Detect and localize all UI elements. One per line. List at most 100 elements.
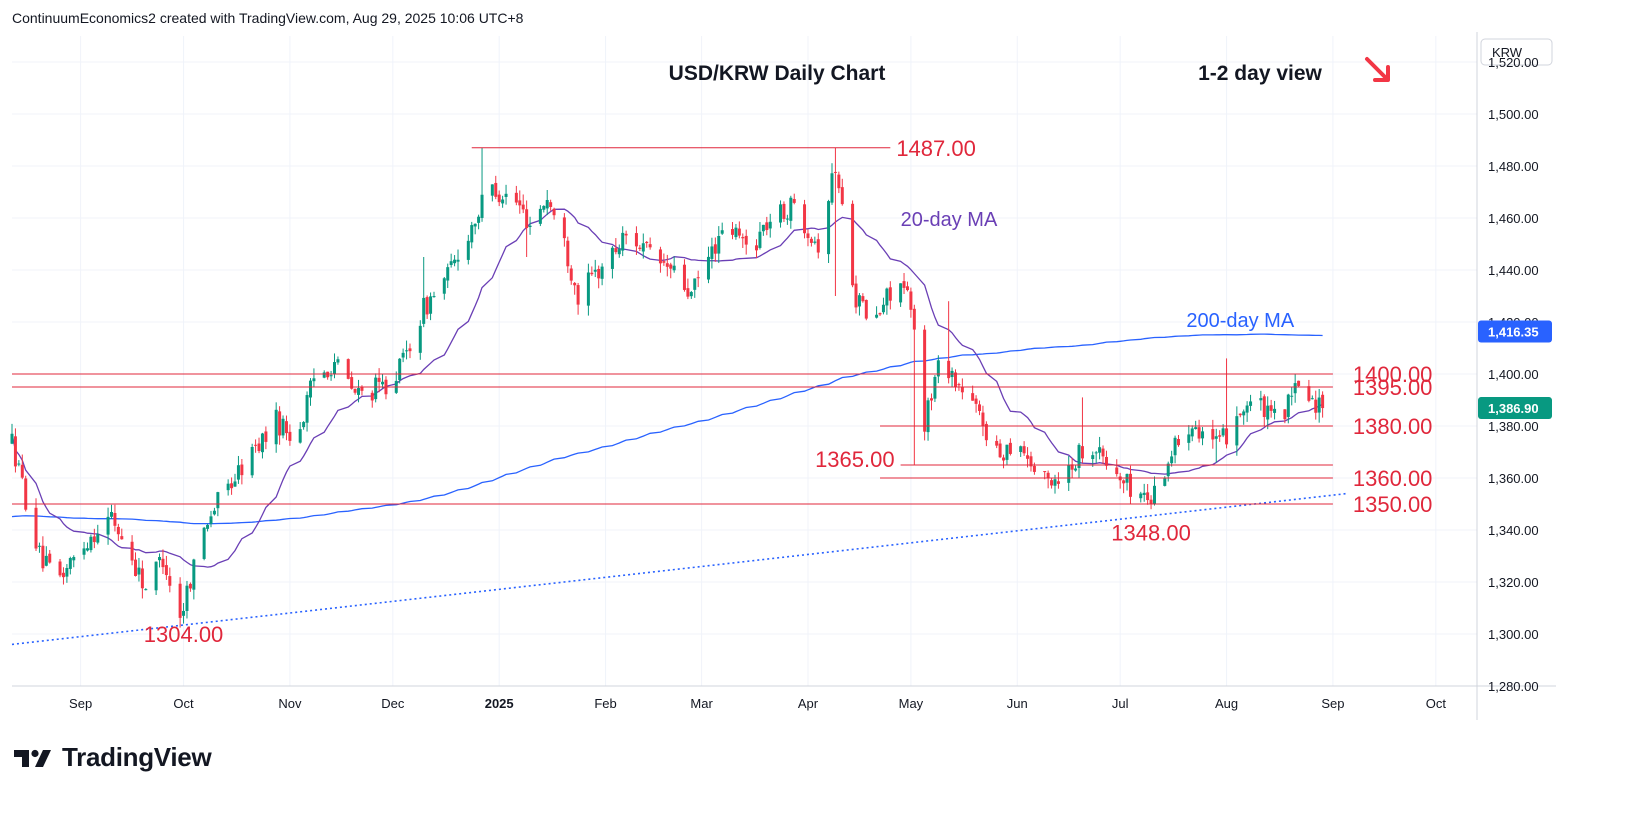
candle-body: [840, 187, 844, 205]
candle-body: [552, 208, 556, 216]
candle-body: [398, 358, 402, 381]
candle-body: [1177, 439, 1181, 446]
candle-body: [634, 233, 638, 247]
candle-body: [682, 264, 686, 290]
x-tick-label: Aug: [1215, 696, 1238, 711]
candle-body: [861, 296, 865, 302]
candle-body: [1273, 408, 1277, 413]
candle-body: [971, 393, 975, 401]
candle-body: [881, 304, 885, 313]
candle-body: [212, 510, 216, 515]
candle-body: [978, 404, 982, 411]
candle-body: [494, 182, 498, 197]
candle-body: [1225, 428, 1229, 445]
candle-body: [497, 194, 501, 203]
candle-body: [1190, 428, 1194, 437]
candle-body: [782, 203, 786, 219]
candle-body: [144, 589, 148, 591]
candle-body: [1091, 455, 1095, 459]
down-arrow-icon: [1365, 57, 1388, 80]
candle-body: [926, 400, 930, 433]
candle-body: [525, 209, 529, 229]
candle-body: [597, 268, 601, 279]
candle-body: [905, 286, 909, 291]
candle-body: [785, 218, 789, 220]
candle-body: [693, 278, 697, 290]
candle-body: [401, 352, 405, 358]
candle-body: [360, 387, 364, 391]
candle-body: [72, 557, 76, 561]
candle-body: [1128, 473, 1132, 497]
candle-body: [48, 553, 52, 563]
candle-body: [984, 423, 988, 441]
tradingview-logo-icon: [14, 749, 51, 767]
candle-body: [254, 444, 258, 446]
candle-body: [713, 244, 717, 254]
candle-body: [1029, 456, 1033, 467]
candle-body: [854, 283, 858, 308]
candle-body: [446, 267, 450, 281]
y-tick-label: 1,300.00: [1488, 627, 1539, 642]
currency-box: [1480, 38, 1553, 66]
candle-body: [1269, 405, 1273, 411]
candle-body: [1008, 442, 1012, 454]
candle-body: [65, 567, 69, 577]
candle-body: [305, 395, 309, 423]
y-tick-label: 1,460.00: [1488, 211, 1539, 226]
candle-body: [216, 492, 220, 509]
candle-body: [734, 227, 738, 238]
candle-body: [425, 297, 429, 315]
candle-body: [134, 559, 138, 576]
candle-body: [998, 443, 1002, 458]
x-tick-label: Apr: [798, 696, 819, 711]
y-tick-label: 1,440.00: [1488, 263, 1539, 278]
candle-body: [933, 376, 937, 399]
candle-body: [353, 388, 357, 393]
level-label: 1304.00: [144, 622, 224, 647]
candle-body: [240, 464, 244, 476]
candle-body: [1074, 468, 1078, 471]
candle-body: [518, 200, 522, 206]
candle-body: [1094, 452, 1098, 454]
candle-body: [864, 299, 868, 319]
candle-body: [902, 281, 906, 288]
candle-body: [1139, 493, 1143, 499]
candle-body: [158, 557, 162, 561]
y-tick-label: 1,340.00: [1488, 523, 1539, 538]
candle-body: [1053, 479, 1057, 486]
ma200-line: [11, 333, 1323, 525]
candle-body: [432, 296, 436, 298]
candle-body: [405, 350, 409, 352]
candle-body: [1187, 434, 1191, 443]
candle-body: [161, 558, 165, 568]
candle-body: [1235, 416, 1239, 446]
candle-body: [590, 272, 594, 275]
candle-body: [1067, 464, 1071, 483]
candle-body: [1104, 456, 1108, 466]
candle-body: [1245, 405, 1249, 413]
candle-body: [1098, 447, 1102, 453]
candle-body: [912, 308, 916, 330]
candle-body: [624, 233, 628, 236]
candle-body: [545, 200, 549, 209]
y-tick-label: 1,280.00: [1488, 679, 1539, 694]
candle-body: [562, 217, 566, 239]
level-label: 1487.00: [896, 136, 976, 161]
level-label: 1380.00: [1353, 414, 1433, 439]
candle-body: [470, 225, 474, 243]
candle-body: [312, 378, 316, 382]
candle-body: [336, 359, 340, 363]
level-label: 1348.00: [1111, 521, 1191, 546]
candle-body: [851, 203, 855, 286]
candle-body: [68, 558, 72, 569]
y-tick-label: 1,500.00: [1488, 107, 1539, 122]
candle-body: [837, 174, 841, 189]
candle-body: [429, 296, 433, 314]
candle-body: [1115, 467, 1119, 475]
candle-body: [658, 249, 662, 264]
candle-body: [909, 291, 913, 310]
candle-body: [696, 277, 700, 279]
candle-body: [89, 536, 93, 551]
candle-body: [329, 375, 333, 377]
